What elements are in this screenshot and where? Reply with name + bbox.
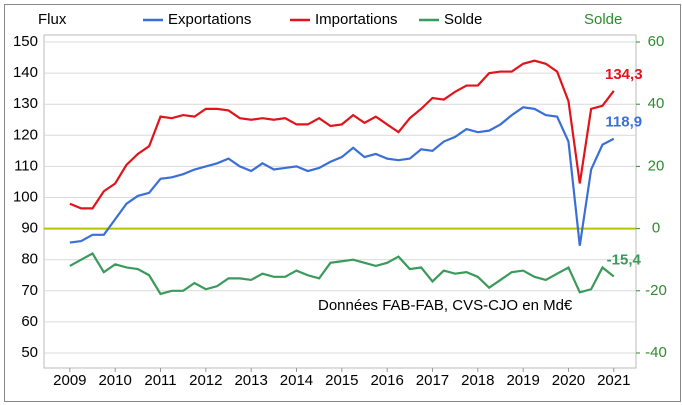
x-tick-label: 2021 [597,372,630,389]
y2-axis-label: Solde [584,11,622,28]
data-label: 118,9 [605,114,642,131]
x-tick-label: 2016 [370,372,403,389]
x-tick-label: 2014 [280,372,313,389]
y2-tick-label: 60 [648,33,665,50]
x-tick-label: 2019 [506,372,539,389]
x-tick-label: 2013 [234,372,267,389]
y-tick-label: 80 [21,251,38,268]
y-tick-label: 120 [13,126,38,143]
y-tick-label: 100 [13,188,38,205]
x-tick-label: 2009 [53,372,86,389]
chart-frame [4,4,681,402]
series-line [69,252,615,296]
plot-area [43,34,637,369]
data-label: -15,4 [607,251,642,268]
y2-tick-label: -20 [645,282,667,299]
y-tick-label: 70 [21,282,38,299]
y2-tick-label: 0 [652,220,660,237]
x-tick-label: 2010 [98,372,131,389]
y-tick-label: 130 [13,95,38,112]
legend-label: Solde [444,11,482,28]
x-tick-label: 2017 [416,372,449,389]
x-tick-label: 2015 [325,372,358,389]
y-tick-label: 150 [13,33,38,50]
y-tick-label: 90 [21,220,38,237]
y-tick-label: 140 [13,64,38,81]
y2-tick-label: 40 [648,95,665,112]
series-line [69,106,615,246]
y-tick-label: 110 [14,157,38,174]
series-line [69,59,615,210]
y-tick-label: 60 [21,313,38,330]
legend-label: Importations [315,11,398,28]
x-tick-label: 2012 [189,372,222,389]
x-tick-label: 2011 [144,372,176,389]
annotation: Données FAB-FAB, CVS-CJO en Md€ [318,297,573,314]
x-tick-label: 2020 [552,372,585,389]
y-axis-label: Flux [38,11,67,28]
x-tick-label: 2018 [461,372,494,389]
y-tick-label: 50 [21,344,38,361]
legend-label: Exportations [168,11,251,28]
y2-tick-label: 20 [648,157,665,174]
y2-tick-label: -40 [645,344,667,361]
data-label: 134,3 [605,66,643,83]
